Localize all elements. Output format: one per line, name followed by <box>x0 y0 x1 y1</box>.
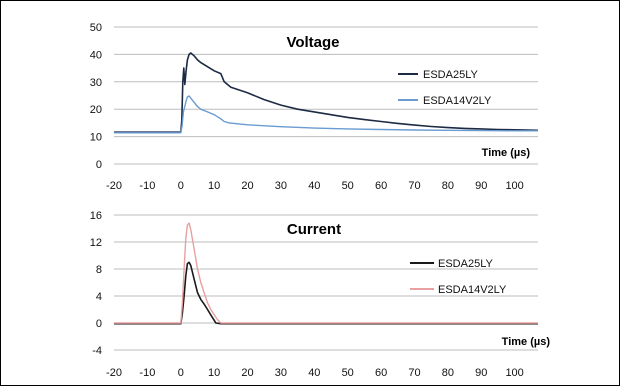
current-x-tick-label: 0 <box>178 367 184 379</box>
current-series-esda14v2ly-line <box>114 222 538 324</box>
voltage-chart: 0 10 20 30 40 50 -20 -10 0 10 20 30 40 50 60 70 80 90 100 V… <box>90 22 539 192</box>
current-y-tick-label: 12 <box>90 237 102 249</box>
current-chart: -4 0 4 8 12 16 -20 -10 0 10 20 30 40 50 60 70 80 90 100 Cur… <box>90 210 551 379</box>
current-chart-title: Current <box>287 221 341 238</box>
current-legend-label: ESDA14V2LY <box>438 284 507 296</box>
current-x-axis-label: Time (µs) <box>502 336 551 348</box>
voltage-x-tick-label: 90 <box>475 180 487 192</box>
voltage-y-tick-label: 30 <box>90 77 102 89</box>
voltage-legend-label: ESDA14V2LY <box>423 95 492 107</box>
current-y-tick-label: 8 <box>96 264 102 276</box>
voltage-y-tick-label: 10 <box>90 132 102 144</box>
voltage-x-tick-label: 10 <box>208 180 220 192</box>
voltage-x-tick-label: 50 <box>342 180 354 192</box>
current-legend-label: ESDA25LY <box>438 258 493 270</box>
voltage-x-tick-label: 40 <box>308 180 320 192</box>
current-y-tick-label: 4 <box>96 291 102 303</box>
voltage-x-axis-label: Time (µs) <box>482 147 531 159</box>
voltage-x-tick-label: -20 <box>106 180 122 192</box>
current-y-tick-label: -4 <box>92 345 102 357</box>
voltage-x-tick-label: 60 <box>375 180 387 192</box>
current-x-tick-label: 30 <box>275 367 287 379</box>
voltage-y-tick-label: 20 <box>90 104 102 116</box>
voltage-y-tick-label: 50 <box>90 22 102 34</box>
voltage-y-tick-label: 40 <box>90 49 102 61</box>
current-x-tick-label: -20 <box>106 367 122 379</box>
current-x-tick-label: 50 <box>342 367 354 379</box>
current-x-tick-label: 10 <box>208 367 220 379</box>
voltage-x-tick-label: 80 <box>442 180 454 192</box>
voltage-y-tick-label: 0 <box>96 159 102 171</box>
voltage-legend-label: ESDA25LY <box>423 69 478 81</box>
voltage-x-tick-label: 100 <box>505 180 523 192</box>
voltage-chart-title: Voltage <box>286 34 339 51</box>
figure-frame-right-edge <box>619 0 620 386</box>
current-y-tick-label: 0 <box>96 318 102 330</box>
current-y-tick-label: 16 <box>90 210 102 222</box>
current-x-tick-label: 40 <box>308 367 320 379</box>
voltage-x-tick-label: -10 <box>139 180 155 192</box>
voltage-x-tick-label: 70 <box>408 180 420 192</box>
current-series-esda25ly-line <box>114 261 538 325</box>
current-x-tick-label: 20 <box>241 367 253 379</box>
voltage-series-esda14v2ly-line <box>114 95 538 134</box>
voltage-x-tick-label: 0 <box>178 180 184 192</box>
current-x-tick-label: 90 <box>475 367 487 379</box>
current-x-tick-label: 100 <box>505 367 523 379</box>
current-x-tick-label: 60 <box>375 367 387 379</box>
current-x-tick-label: -10 <box>139 367 155 379</box>
current-x-tick-label: 70 <box>408 367 420 379</box>
voltage-x-tick-label: 30 <box>275 180 287 192</box>
current-x-tick-label: 80 <box>442 367 454 379</box>
voltage-x-tick-label: 20 <box>241 180 253 192</box>
voltage-series-esda25ly-line <box>114 52 539 133</box>
